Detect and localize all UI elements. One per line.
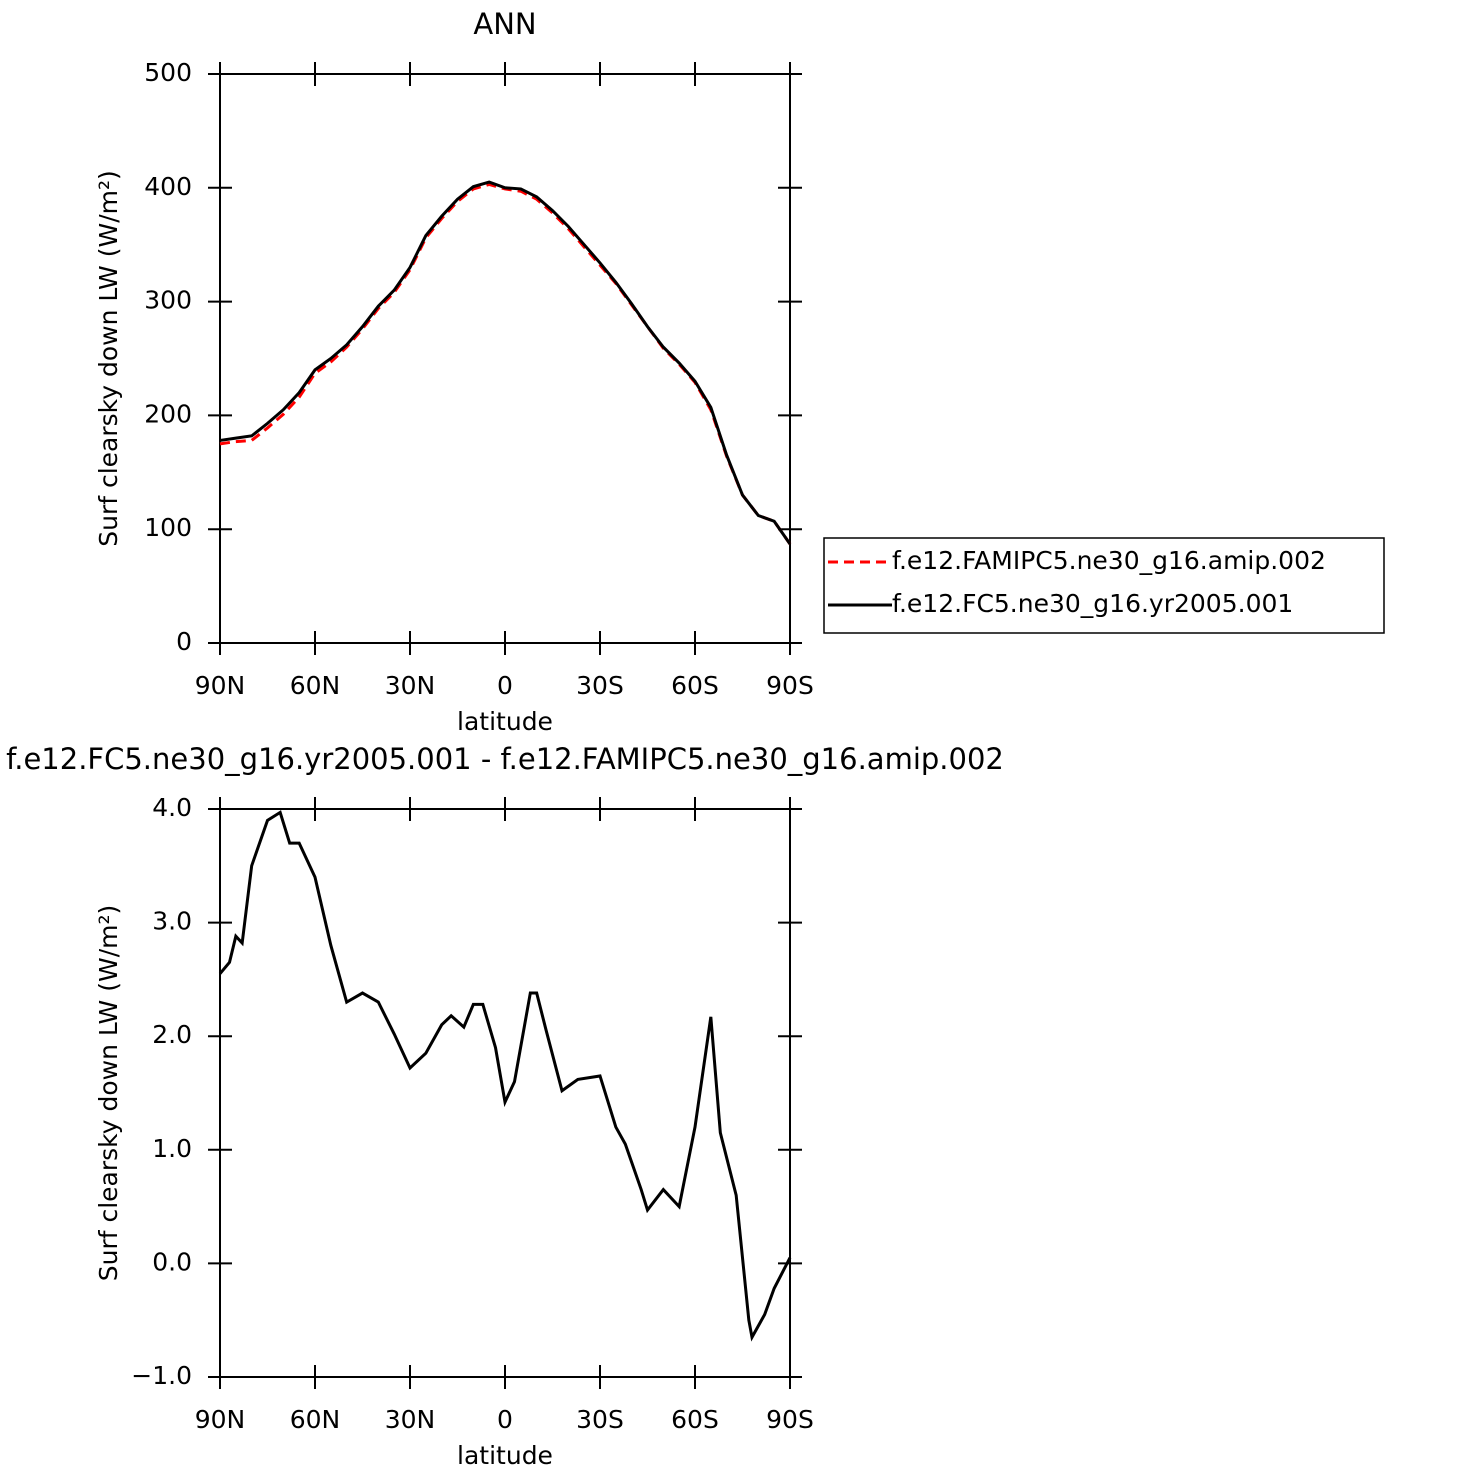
legend-box	[823, 537, 1385, 634]
legend-label: f.e12.FAMIPC5.ne30_g16.amip.002	[892, 546, 1326, 575]
data-line	[218, 810, 792, 1342]
y-tick-label: 4.0	[152, 793, 192, 822]
y-tick-label: 0	[176, 627, 192, 656]
plot-frame	[219, 808, 791, 1378]
legend-label: f.e12.FC5.ne30_g16.yr2005.001	[892, 589, 1293, 618]
x-tick-label: 0	[497, 1405, 513, 1434]
y-tick-label: 300	[144, 286, 192, 315]
legend: f.e12.FAMIPC5.ne30_g16.amip.002 f.e12.FC5…	[823, 537, 1385, 634]
y-tick-label: 2.0	[152, 1020, 192, 1049]
chart-title: f.e12.FC5.ne30_g16.yr2005.001 - f.e12.FA…	[6, 742, 1004, 776]
y-tick-label: 3.0	[152, 907, 192, 936]
x-tick-label: 60S	[671, 1405, 719, 1434]
x-tick-label: 30N	[385, 671, 436, 700]
y-tick-label: 400	[144, 172, 192, 201]
x-tick-label: 30S	[576, 1405, 624, 1434]
x-tick-label: 90N	[195, 1405, 246, 1434]
x-tick-label: 90S	[766, 671, 814, 700]
y-axis-label: Surf clearsky down LW (W/m²)	[94, 905, 123, 1282]
y-tick-label: 100	[144, 513, 192, 542]
x-tick-label: 60S	[671, 671, 719, 700]
x-tick-label: 90S	[766, 1405, 814, 1434]
x-tick-label: 30S	[576, 671, 624, 700]
plot: f.e12.FC5.ne30_g16.yr2005.001 - f.e12.FA…	[6, 742, 1004, 1470]
plot-frame	[219, 73, 791, 644]
plot: ANN 90N 60N 30N 0 30S 60S 90S 0 100 200 300 400 500 la…	[94, 7, 1385, 736]
chart-title: ANN	[473, 7, 536, 41]
data-line	[219, 180, 792, 545]
y-tick-label: 1.0	[152, 1134, 192, 1163]
y-axis-label: Surf clearsky down LW (W/m²)	[94, 170, 123, 547]
x-tick-label: 0	[497, 671, 513, 700]
y-tick-label: −1.0	[131, 1361, 192, 1390]
data-line	[219, 182, 792, 545]
y-tick-label: 200	[144, 399, 192, 428]
y-tick-label: 0.0	[152, 1247, 192, 1276]
x-axis-label: latitude	[457, 707, 553, 736]
y-tick-label: 500	[144, 58, 192, 87]
x-axis-label: latitude	[457, 1441, 553, 1470]
x-tick-label: 60N	[290, 1405, 341, 1434]
x-tick-label: 90N	[195, 671, 246, 700]
x-tick-label: 60N	[290, 671, 341, 700]
x-tick-label: 30N	[385, 1405, 436, 1434]
